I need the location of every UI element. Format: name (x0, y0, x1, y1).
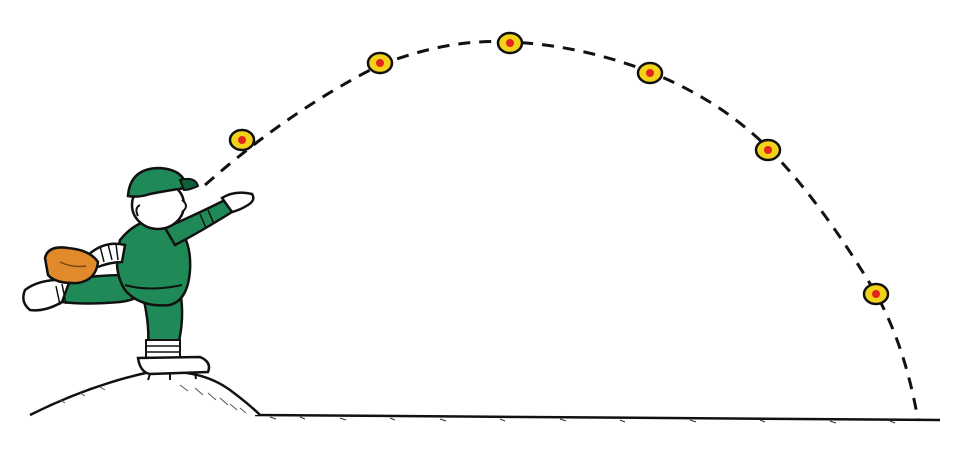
mound-hatching (59, 384, 247, 414)
baseballs (228, 31, 890, 306)
baseball-center (238, 136, 246, 144)
baseball-center (872, 290, 880, 298)
baseball-center (506, 39, 514, 47)
ground-line (254, 413, 941, 422)
baseball-center (764, 146, 772, 154)
baseball-center (376, 59, 384, 67)
pitcher-figure (22, 166, 255, 381)
ground-texture (269, 416, 896, 424)
pitcher-throwing-hand (220, 191, 255, 214)
trajectory-path (204, 40, 920, 421)
pitcher-back-shoe (22, 278, 72, 312)
pitchers-mound (29, 370, 261, 417)
cap-brim (178, 177, 200, 192)
baseball-center (646, 69, 654, 77)
pitcher-front-shoe (136, 355, 211, 376)
